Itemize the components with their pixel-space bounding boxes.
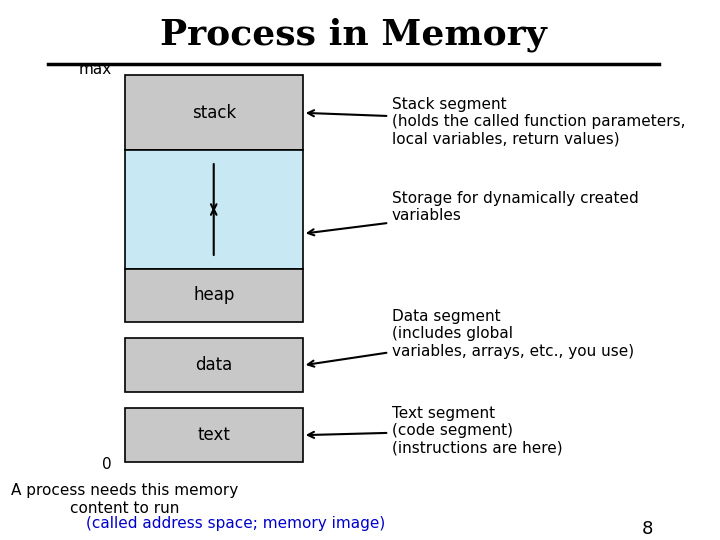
FancyBboxPatch shape <box>125 408 303 462</box>
FancyBboxPatch shape <box>125 75 303 151</box>
FancyBboxPatch shape <box>125 339 303 392</box>
FancyBboxPatch shape <box>125 151 303 268</box>
Text: heap: heap <box>193 287 235 305</box>
Text: Data segment
(includes global
variables, arrays, etc., you use): Data segment (includes global variables,… <box>308 309 634 367</box>
Text: Stack segment
(holds the called function parameters,
local variables, return val: Stack segment (holds the called function… <box>308 97 685 146</box>
Text: Text segment
(code segment)
(instructions are here): Text segment (code segment) (instruction… <box>308 406 562 455</box>
Text: 0: 0 <box>102 457 112 472</box>
Text: Storage for dynamically created
variables: Storage for dynamically created variable… <box>308 191 639 235</box>
Text: max: max <box>78 62 112 77</box>
Text: (called address space; memory image): (called address space; memory image) <box>86 516 386 531</box>
Text: 8: 8 <box>642 520 653 538</box>
Text: Process in Memory: Process in Memory <box>161 18 547 52</box>
FancyBboxPatch shape <box>125 268 303 322</box>
Text: data: data <box>195 356 233 374</box>
Text: A process needs this memory
content to run: A process needs this memory content to r… <box>11 483 238 516</box>
Text: stack: stack <box>192 104 236 122</box>
Text: text: text <box>197 426 230 444</box>
